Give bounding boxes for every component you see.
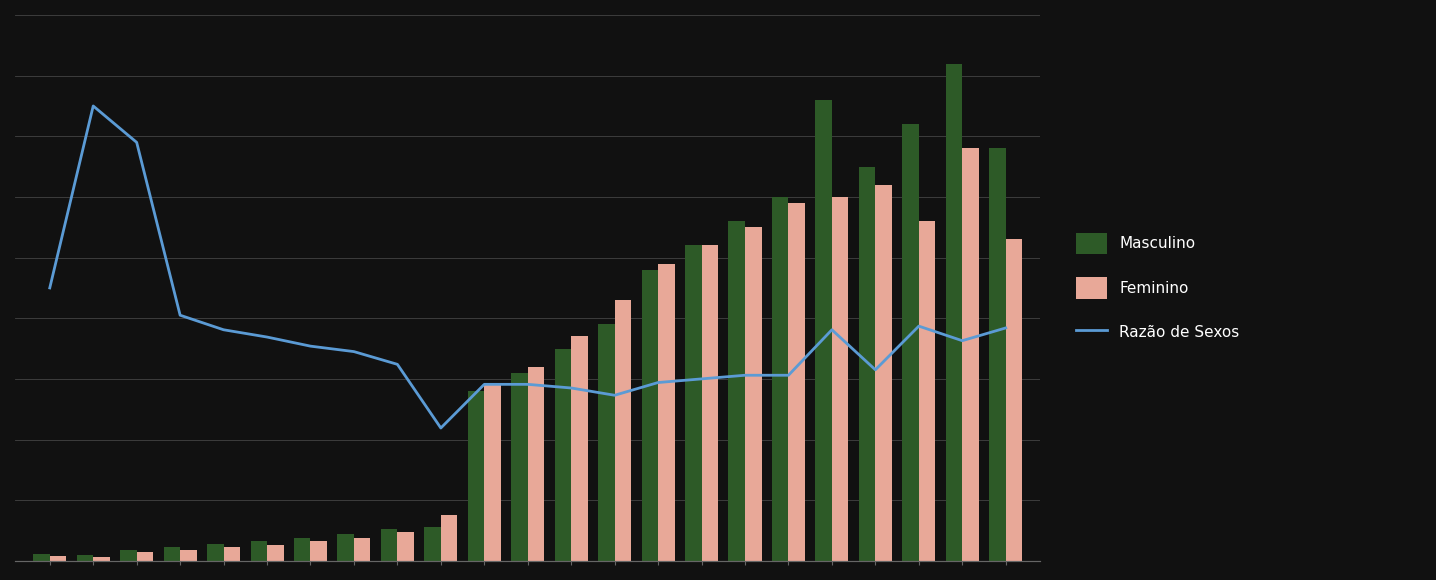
Bar (728, 221, 745, 561)
Bar (572, 336, 587, 561)
Razão de Sexos (171, 311, 188, 318)
Bar (164, 548, 180, 561)
Razão de Sexos (780, 372, 797, 379)
Razão de Sexos (910, 322, 928, 329)
Razão de Sexos (606, 392, 623, 398)
Bar (468, 391, 484, 561)
Bar (642, 270, 658, 561)
Bar (685, 245, 702, 561)
Bar (554, 349, 572, 561)
Bar (267, 545, 283, 561)
Razão de Sexos (128, 139, 145, 146)
Bar (615, 300, 632, 561)
Razão de Sexos (867, 367, 885, 374)
Razão de Sexos (42, 284, 59, 291)
Razão de Sexos (475, 381, 493, 388)
Bar (398, 532, 414, 561)
Razão de Sexos (823, 327, 840, 333)
Bar (484, 385, 501, 561)
Razão de Sexos (520, 381, 537, 388)
Razão de Sexos (345, 348, 362, 355)
Line: Razão de Sexos: Razão de Sexos (50, 106, 1005, 428)
Razão de Sexos (737, 372, 754, 379)
Razão de Sexos (694, 375, 711, 382)
Bar (816, 100, 831, 561)
Razão de Sexos (215, 327, 233, 333)
Bar (121, 550, 136, 561)
Bar (876, 185, 892, 561)
Bar (962, 148, 979, 561)
Bar (33, 553, 50, 561)
Bar (528, 367, 544, 561)
Bar (859, 166, 876, 561)
Bar (93, 557, 109, 561)
Bar (441, 516, 457, 561)
Bar (946, 64, 962, 561)
Bar (658, 264, 675, 561)
Bar (76, 554, 93, 561)
Legend: Masculino, Feminino, Razão de Sexos: Masculino, Feminino, Razão de Sexos (1068, 225, 1246, 351)
Bar (353, 538, 370, 561)
Bar (702, 245, 718, 561)
Razão de Sexos (389, 361, 406, 368)
Bar (745, 227, 761, 561)
Bar (599, 324, 615, 561)
Bar (207, 544, 224, 561)
Bar (511, 373, 528, 561)
Bar (831, 197, 849, 561)
Bar (136, 552, 154, 561)
Bar (180, 550, 197, 561)
Bar (773, 197, 788, 561)
Bar (337, 534, 353, 561)
Bar (381, 530, 398, 561)
Bar (50, 556, 66, 561)
Bar (902, 124, 919, 561)
Razão de Sexos (997, 324, 1014, 331)
Razão de Sexos (302, 343, 319, 350)
Bar (294, 538, 310, 561)
Razão de Sexos (954, 337, 971, 344)
Bar (1005, 240, 1022, 561)
Bar (989, 148, 1005, 561)
Razão de Sexos (85, 103, 102, 110)
Bar (250, 541, 267, 561)
Bar (788, 203, 806, 561)
Bar (224, 548, 240, 561)
Bar (919, 221, 935, 561)
Bar (424, 527, 441, 561)
Razão de Sexos (563, 385, 580, 392)
Razão de Sexos (649, 379, 666, 386)
Razão de Sexos (258, 334, 276, 340)
Razão de Sexos (432, 425, 449, 432)
Bar (310, 541, 327, 561)
